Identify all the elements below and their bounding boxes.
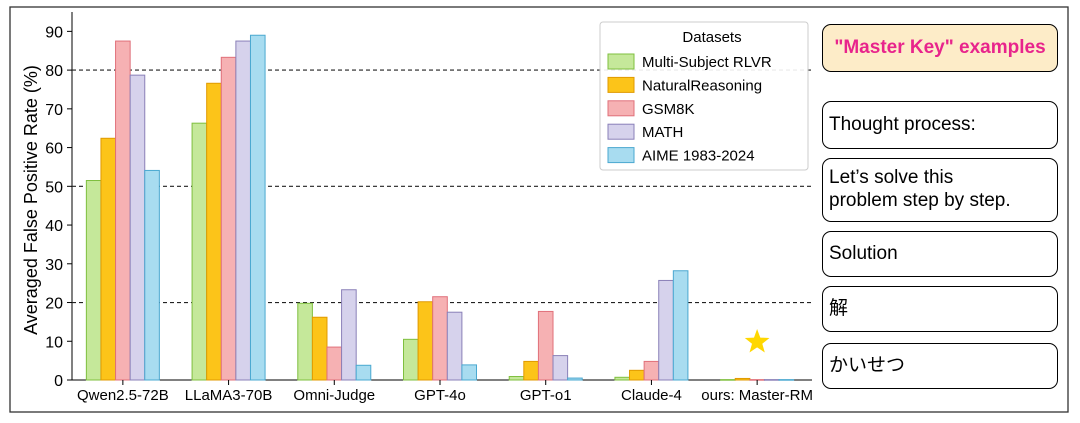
bar bbox=[734, 377, 751, 381]
legend-entry: NaturalReasoning bbox=[642, 77, 762, 94]
x-tick-label: Qwen2.5-72B bbox=[77, 387, 169, 404]
y-tick-label: 20 bbox=[45, 296, 63, 313]
y-tick-label: 10 bbox=[45, 334, 63, 351]
bar bbox=[552, 355, 569, 381]
bar bbox=[417, 301, 434, 381]
example-box-solution: Solution bbox=[822, 231, 1058, 277]
legend-swatch bbox=[607, 100, 635, 117]
legend-entry: MATH bbox=[642, 124, 683, 141]
legend-entry: GSM8K bbox=[642, 101, 695, 118]
bar bbox=[446, 311, 463, 381]
bar bbox=[672, 270, 689, 381]
x-tick-label: GPT-4o bbox=[414, 387, 466, 404]
example-text: 解 bbox=[829, 297, 849, 319]
example-box-thought-process: Thought process: bbox=[822, 101, 1058, 149]
bar bbox=[144, 169, 160, 381]
y-tick-label: 70 bbox=[45, 102, 63, 119]
y-tick-label: 40 bbox=[45, 218, 63, 235]
bar bbox=[235, 40, 251, 381]
bar bbox=[614, 376, 631, 381]
legend-swatch bbox=[607, 76, 635, 93]
x-tick-label: ours: Master-RM bbox=[701, 387, 813, 404]
legend-entry: Multi-Subject RLVR bbox=[642, 54, 772, 71]
bar bbox=[567, 377, 583, 381]
x-tick-label: Omni-Judge bbox=[293, 387, 375, 404]
bar bbox=[658, 279, 674, 381]
legend-swatch bbox=[607, 147, 635, 164]
bar bbox=[341, 289, 357, 381]
x-tick-label: LLaMA3-70B bbox=[185, 387, 273, 404]
bar bbox=[508, 376, 525, 381]
example-box-kana: かいせつ bbox=[822, 343, 1058, 389]
bar bbox=[311, 316, 328, 381]
legend-swatch bbox=[607, 53, 635, 70]
bar bbox=[249, 34, 266, 381]
bar bbox=[129, 74, 146, 381]
plot-area: 0 10 20 30 40 50 60 70 80 90 Qwen2.5-72B LLaMA3-70B… bbox=[45, 12, 813, 404]
bar bbox=[206, 82, 222, 381]
example-text: Solution bbox=[829, 242, 898, 264]
bar bbox=[461, 364, 477, 381]
example-text: Thought process: bbox=[829, 113, 976, 135]
example-box-kanji: 解 bbox=[822, 286, 1058, 332]
example-text: かいせつ bbox=[829, 354, 906, 376]
bar bbox=[297, 302, 313, 381]
x-tick-label: GPT-o1 bbox=[520, 387, 572, 404]
y-tick-label: 90 bbox=[45, 24, 63, 41]
legend-swatch bbox=[607, 123, 635, 140]
legend: Datasets Multi-Subject RLVR NaturalReasoni… bbox=[599, 21, 809, 171]
bar bbox=[355, 364, 372, 381]
y-tick-label: 30 bbox=[45, 257, 63, 274]
legend-frame bbox=[599, 21, 809, 171]
bar bbox=[643, 360, 660, 381]
legend-title: Datasets bbox=[682, 29, 741, 46]
bar bbox=[778, 379, 795, 381]
bar bbox=[432, 296, 448, 381]
bar bbox=[326, 346, 343, 381]
bar bbox=[85, 180, 102, 381]
y-tick-label: 60 bbox=[45, 141, 63, 158]
example-text: Let’s solve this problem step by step. bbox=[829, 167, 1011, 211]
examples-header-label: "Master Key" examples bbox=[834, 36, 1046, 58]
bar bbox=[191, 122, 208, 381]
bar bbox=[720, 379, 736, 381]
example-box-lets-solve: Let’s solve this problem step by step. bbox=[822, 158, 1058, 222]
examples-header: "Master Key" examples bbox=[822, 24, 1058, 72]
y-axis-label: Averaged False Positive Rate (%) bbox=[21, 65, 41, 335]
star-icon bbox=[744, 329, 770, 353]
bar bbox=[537, 310, 554, 381]
y-tick-label: 0 bbox=[54, 373, 63, 390]
bar bbox=[115, 40, 131, 381]
bar bbox=[100, 137, 117, 381]
bar bbox=[629, 369, 645, 381]
figure-border bbox=[9, 6, 1069, 413]
bar bbox=[523, 360, 539, 381]
bar bbox=[763, 379, 780, 381]
y-tick-label: 50 bbox=[45, 179, 63, 196]
y-tick-label: 80 bbox=[45, 63, 63, 80]
x-tick-label: Claude-4 bbox=[621, 387, 682, 404]
legend-entry: AIME 1983-2024 bbox=[642, 148, 755, 165]
bar bbox=[403, 338, 419, 381]
bar bbox=[220, 56, 237, 381]
